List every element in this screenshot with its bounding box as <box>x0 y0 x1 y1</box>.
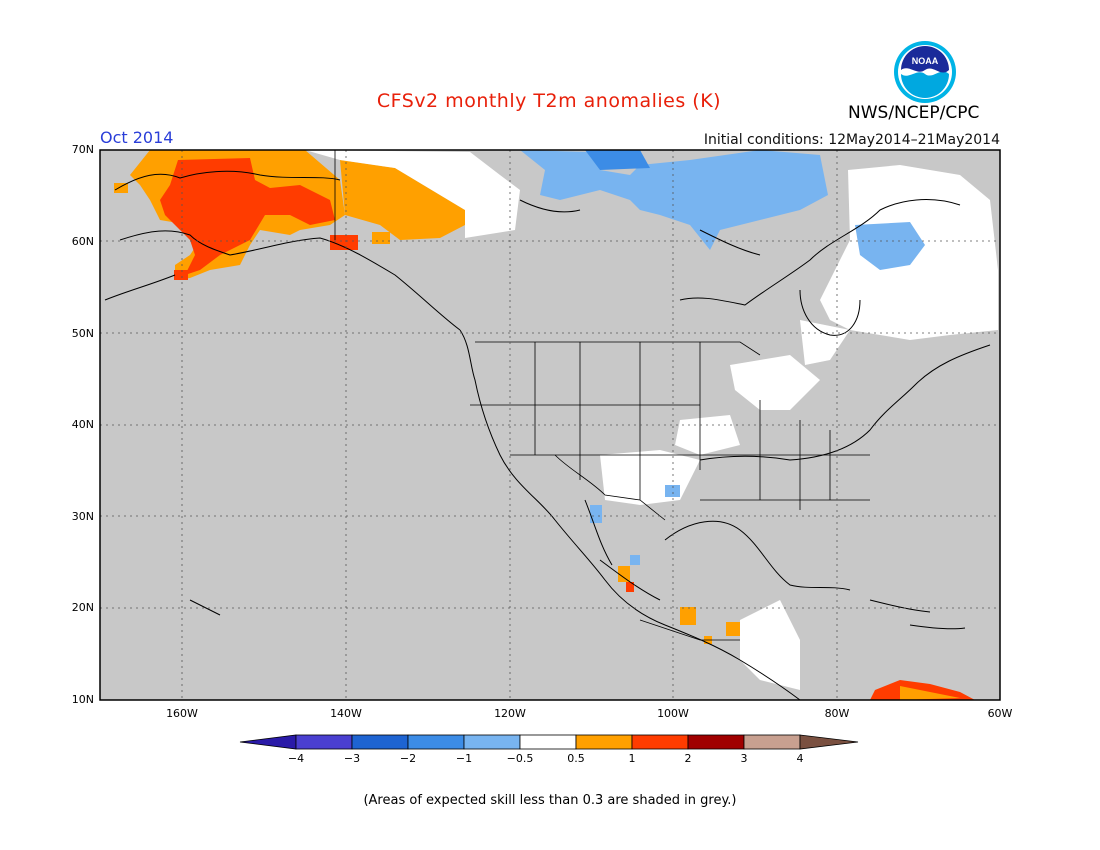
lat-label: 40N <box>71 418 94 431</box>
initial-conditions: Initial conditions: 12May2014–21May2014 <box>703 132 1000 148</box>
lon-label: 80W <box>824 707 850 720</box>
colorbar-cell <box>463 734 521 750</box>
colorbar-label: −1 <box>455 752 473 765</box>
lat-label: 20N <box>71 601 94 614</box>
colorbar-cell <box>575 734 633 750</box>
lon-label: 160W <box>166 707 198 720</box>
lat-label: 70N <box>71 143 94 156</box>
lon-label: 140W <box>330 707 362 720</box>
colorbar-cell <box>351 734 409 750</box>
colorbar-label: −3 <box>343 752 361 765</box>
alaska-warm-region <box>114 150 465 280</box>
lon-label: 60W <box>987 707 1013 720</box>
colorbar-cell <box>407 734 465 750</box>
colorbar-cell <box>519 734 577 750</box>
colorbar-cell-highest <box>799 734 859 750</box>
colorbar-cell <box>631 734 689 750</box>
noaa-logo: NOAA <box>894 41 956 103</box>
map-frame <box>99 149 1001 701</box>
lon-label: 120W <box>494 707 526 720</box>
lat-label: 10N <box>71 693 94 706</box>
chart-title: CFSv2 monthly T2m anomalies (K) <box>376 90 722 112</box>
colorbar-cell <box>743 734 801 750</box>
colorbar-label: −4 <box>287 752 305 765</box>
canada-cold-region <box>520 150 925 565</box>
colorbar <box>239 734 859 750</box>
skill-footnote: (Areas of expected skill less than 0.3 a… <box>363 793 737 808</box>
lat-label: 60N <box>71 235 94 248</box>
logo-text: NOAA <box>912 56 939 66</box>
colorbar-label: 0.5 <box>567 752 585 765</box>
colorbar-cell <box>295 734 353 750</box>
agency-label: NWS/NCEP/CPC <box>848 103 980 123</box>
colorbar-label: 2 <box>684 752 692 765</box>
lon-label: 100W <box>657 707 689 720</box>
colorbar-label: 3 <box>740 752 748 765</box>
lat-label: 50N <box>71 327 94 340</box>
gridlines <box>100 150 1000 700</box>
colorbar-label: −0.5 <box>506 752 534 765</box>
lat-label: 30N <box>71 510 94 523</box>
colorbar-cell-lowest <box>239 734 297 750</box>
colorbar-cell <box>687 734 745 750</box>
colorbar-label: 1 <box>628 752 636 765</box>
colorbar-label: 4 <box>796 752 804 765</box>
forecast-month: Oct 2014 <box>100 128 174 147</box>
coastlines <box>104 170 991 701</box>
political-borders <box>334 150 870 641</box>
colorbar-label: −2 <box>399 752 417 765</box>
